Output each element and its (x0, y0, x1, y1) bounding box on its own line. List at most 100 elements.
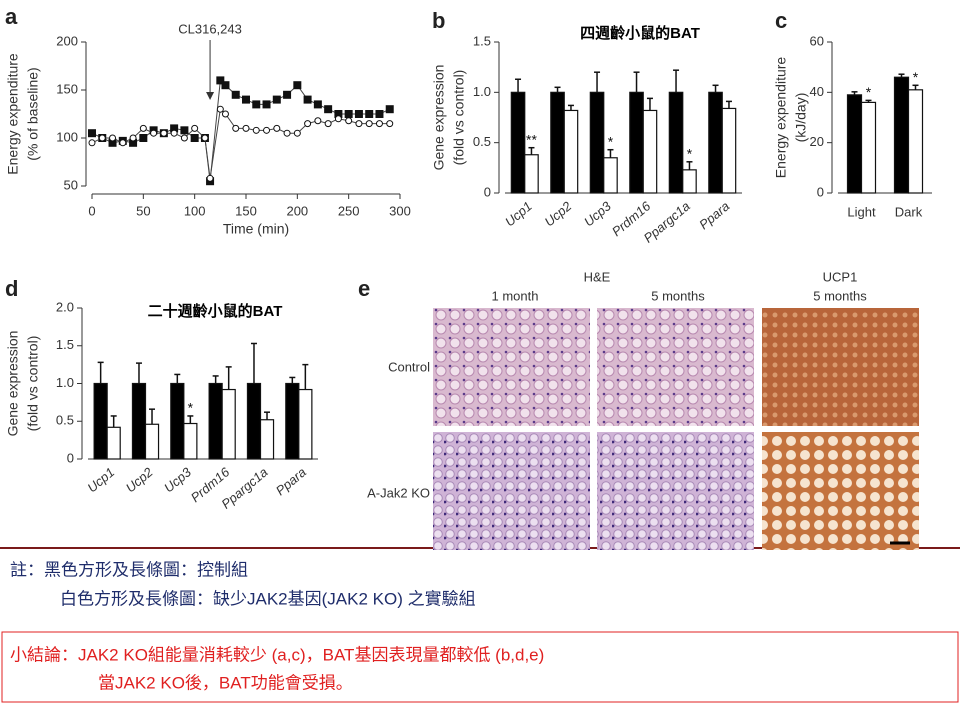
bar (907, 89, 924, 194)
marker-circle (345, 117, 353, 125)
marker-circle (221, 110, 229, 118)
marker-circle (191, 124, 199, 132)
marker-square (242, 95, 250, 104)
x-tick-label: 200 (286, 203, 308, 218)
group-label: H&E (584, 269, 611, 284)
column-label: 5 months (651, 288, 705, 303)
y-tick-label: 200 (56, 33, 78, 48)
marker-circle (180, 134, 188, 142)
panel-letter: e (358, 276, 370, 301)
marker-square (385, 105, 394, 114)
marker-square (293, 81, 302, 90)
group-label: UCP1 (823, 269, 858, 284)
x-tick-label: 0 (88, 203, 95, 218)
conclusion: 小結論：JAK2 KO組能量消耗較少 (a,c)，BAT基因表現量都較低 (b,… (10, 645, 544, 664)
x-tick-label: 250 (338, 203, 360, 218)
y-tick-label: 60 (810, 33, 824, 48)
marker-square (354, 110, 363, 118)
bar (563, 109, 579, 194)
micrograph (762, 308, 919, 426)
marker-square (344, 110, 353, 118)
bar (893, 76, 910, 194)
panel-title: 四週齡小鼠的BAT (580, 24, 700, 42)
x-tick-label: Ucp3 (161, 464, 194, 495)
column-label: 5 months (813, 288, 867, 303)
arrow-head (206, 92, 215, 100)
x-tick-label: Ucp2 (123, 464, 156, 495)
marker-square (216, 76, 225, 85)
micrograph (597, 432, 754, 550)
bar (208, 382, 223, 460)
column-label: 1 month (492, 288, 539, 303)
micrograph (433, 308, 590, 426)
y-tick-label: 1.0 (473, 84, 491, 99)
marker-circle (98, 134, 106, 142)
marker-square (272, 95, 281, 104)
bar (642, 109, 658, 194)
marker-circle (314, 117, 322, 125)
marker-square (375, 110, 384, 118)
marker-circle (355, 120, 363, 128)
bar (524, 154, 539, 194)
bar (131, 382, 147, 460)
y-axis-label: (fold vs control) (25, 336, 41, 432)
bar (246, 382, 262, 460)
marker-square (231, 90, 240, 99)
bar (668, 91, 684, 194)
panel-letter: b (432, 8, 445, 33)
marker-circle (129, 134, 137, 142)
significance-label: * (687, 145, 693, 161)
bar (846, 94, 863, 194)
x-tick-label: 300 (389, 203, 411, 218)
bar (285, 382, 300, 460)
marker-square (88, 129, 96, 138)
marker-square (262, 100, 271, 109)
bar (221, 388, 236, 460)
marker-square (324, 105, 333, 114)
marker-circle (304, 120, 312, 128)
significance-label: * (866, 84, 872, 100)
bar (860, 101, 877, 194)
annotation: CL316,243 (178, 21, 242, 36)
significance-label: ** (526, 131, 537, 147)
marker-circle (160, 129, 168, 137)
bar (298, 388, 313, 460)
bar (144, 423, 160, 460)
marker-circle (170, 129, 178, 137)
y-tick-label: 0 (67, 450, 74, 465)
bar (629, 91, 644, 194)
y-axis-label: (% of baseline) (25, 67, 41, 160)
y-axis-label: (kJ/day) (793, 93, 809, 143)
y-tick-label: 20 (810, 134, 824, 149)
x-tick-label: 50 (136, 203, 150, 218)
marker-circle (293, 129, 301, 137)
bar (708, 91, 723, 194)
marker-square (180, 126, 189, 135)
y-tick-label: 50 (64, 177, 78, 192)
marker-circle (324, 120, 332, 128)
y-tick-label: 40 (810, 84, 824, 99)
marker-square (313, 100, 322, 109)
bar (682, 169, 697, 194)
panel-title: 二十週齡小鼠的BAT (148, 302, 283, 320)
y-tick-label: 0 (484, 184, 491, 199)
y-axis-label: Gene expression (431, 65, 447, 171)
marker-circle (242, 124, 250, 132)
bar (183, 422, 198, 460)
marker-circle (119, 139, 127, 147)
y-axis-label: (fold vs control) (451, 70, 467, 166)
marker-circle (263, 126, 271, 134)
conclusion: 當JAK2 KO後，BAT功能會受損。 (98, 673, 353, 692)
panel-letter: a (5, 4, 18, 29)
bar (589, 91, 605, 194)
x-tick-label: Light (847, 204, 876, 219)
marker-square (252, 100, 261, 109)
marker-circle (201, 134, 209, 142)
marker-circle (386, 120, 394, 128)
micrograph (433, 432, 590, 550)
significance-label: * (608, 133, 614, 149)
note: 白色方形及長條圖：缺少JAK2基因(JAK2 KO) 之實驗組 (60, 589, 476, 608)
y-tick-label: 1.0 (56, 375, 74, 390)
marker-circle (109, 134, 117, 142)
x-tick-label: Ppara (273, 464, 309, 498)
